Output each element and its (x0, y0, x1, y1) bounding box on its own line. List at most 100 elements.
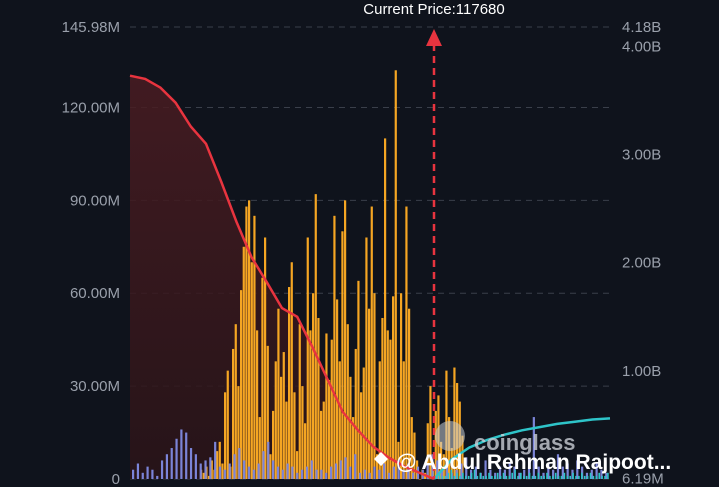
bar (310, 460, 313, 479)
bar (498, 466, 502, 479)
bar (607, 472, 609, 479)
bar (482, 475, 484, 479)
bar (242, 246, 245, 479)
bar (450, 448, 453, 479)
bar (238, 448, 241, 479)
bar (389, 339, 392, 479)
bar-series (132, 70, 609, 480)
bar (277, 308, 280, 479)
bar (410, 417, 413, 479)
bar (325, 472, 328, 479)
bar (320, 410, 323, 479)
bar (237, 386, 240, 479)
author-credit: @ Abdul Rehman Rajpoot... (374, 451, 671, 474)
bar (407, 463, 410, 479)
bar (489, 469, 492, 479)
bar (431, 454, 434, 479)
bar (462, 472, 464, 479)
bar (532, 417, 535, 479)
bar (156, 475, 159, 479)
bar (373, 293, 376, 479)
bar (441, 475, 444, 479)
bar (601, 475, 603, 479)
bar (561, 466, 564, 479)
bar (460, 463, 463, 479)
bar (185, 432, 188, 479)
bar (438, 472, 441, 479)
bar (508, 475, 511, 479)
bar (245, 206, 248, 479)
bar (282, 352, 285, 479)
bar (368, 308, 371, 479)
right-tick-label: 4.00B (622, 38, 661, 55)
bar (325, 333, 328, 479)
bar (479, 472, 482, 479)
left-tick-label: 90.00M (70, 192, 120, 209)
bar (405, 206, 408, 479)
bar (199, 463, 202, 479)
bar (362, 367, 365, 479)
bar (465, 475, 467, 479)
bar (136, 463, 140, 479)
bar (394, 70, 397, 480)
bar (204, 460, 207, 479)
bar (274, 361, 277, 479)
bar (494, 475, 496, 479)
bar (305, 466, 309, 479)
bar (502, 472, 505, 479)
bar (400, 293, 403, 479)
bar (272, 410, 275, 479)
bar (258, 417, 261, 479)
long-cumulative-line (433, 417, 611, 480)
left-tick-label: 145.98M (62, 19, 120, 36)
bar (208, 475, 211, 479)
bar (314, 194, 317, 480)
bar (605, 472, 608, 479)
bar (465, 457, 468, 479)
bar (387, 472, 391, 479)
bar (262, 451, 265, 479)
bar (218, 441, 221, 479)
bar (575, 475, 577, 479)
bar (285, 401, 288, 479)
left-tick-label: 30.00M (70, 378, 120, 395)
bar (296, 472, 299, 479)
bar (349, 466, 352, 479)
bar (240, 290, 243, 479)
bar (346, 324, 349, 479)
bar (598, 472, 600, 479)
bar (384, 138, 387, 479)
bar (604, 475, 606, 479)
bar (450, 469, 453, 479)
bar (412, 472, 415, 479)
bar (291, 466, 294, 479)
bar (360, 392, 363, 479)
bar (547, 463, 550, 479)
bar (221, 463, 224, 479)
bar (248, 200, 251, 479)
bar (180, 429, 183, 479)
bar (552, 469, 555, 479)
bar (261, 277, 264, 479)
bar (338, 361, 341, 479)
bar (226, 370, 229, 479)
bar (543, 475, 545, 479)
current-price-label: Current Price:117680 (363, 1, 504, 18)
bar (426, 423, 429, 479)
bar (266, 345, 269, 479)
bar (473, 469, 476, 479)
author-credit-text: @ Abdul Rehman Rajpoot... (396, 451, 671, 474)
bar (233, 454, 236, 479)
bar (436, 460, 439, 479)
bar (341, 231, 344, 479)
bar (459, 475, 461, 479)
bar (304, 423, 307, 479)
bar (336, 299, 339, 479)
bar (243, 460, 246, 479)
bar (554, 472, 557, 479)
bar (170, 448, 173, 479)
bar (320, 469, 323, 479)
bar (523, 475, 525, 479)
bar (234, 324, 237, 479)
